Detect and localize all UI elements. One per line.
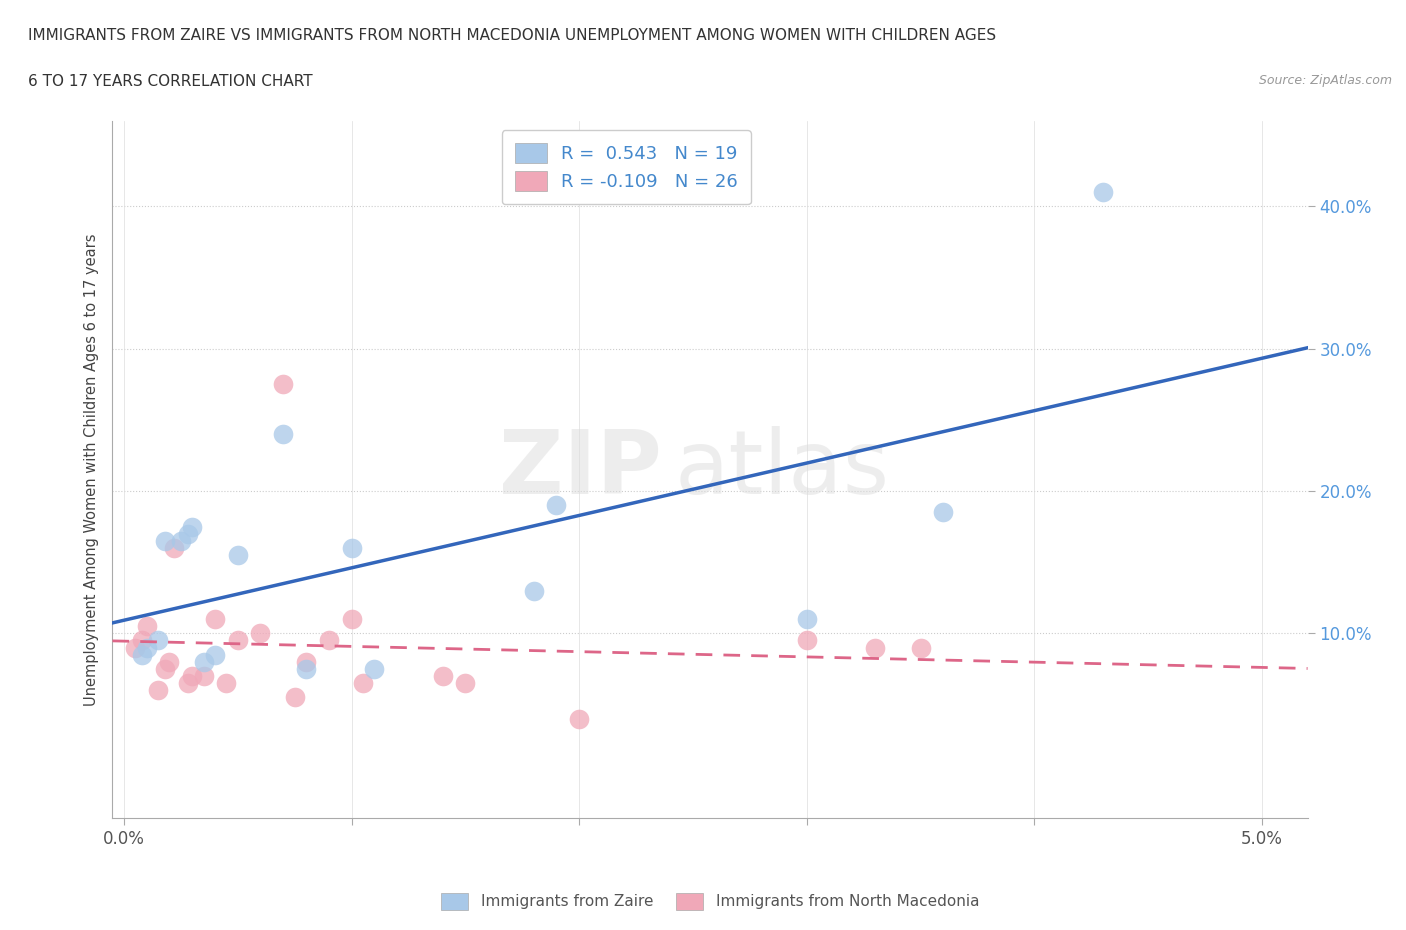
Point xyxy=(176,676,198,691)
Point xyxy=(135,640,157,655)
Point xyxy=(153,534,176,549)
Point xyxy=(295,661,318,676)
Point xyxy=(226,548,249,563)
Y-axis label: Unemployment Among Women with Children Ages 6 to 17 years: Unemployment Among Women with Children A… xyxy=(83,233,98,706)
Point xyxy=(146,683,169,698)
Point xyxy=(271,427,294,442)
Point xyxy=(454,676,477,691)
Point xyxy=(318,633,340,648)
Point xyxy=(363,661,385,676)
Point xyxy=(204,612,226,627)
Point xyxy=(523,583,546,598)
Point xyxy=(170,534,193,549)
Text: ZIP: ZIP xyxy=(499,426,662,513)
Legend: Immigrants from Zaire, Immigrants from North Macedonia: Immigrants from Zaire, Immigrants from N… xyxy=(430,882,990,921)
Point xyxy=(215,676,238,691)
Point xyxy=(249,626,271,641)
Point xyxy=(910,640,932,655)
Text: IMMIGRANTS FROM ZAIRE VS IMMIGRANTS FROM NORTH MACEDONIA UNEMPLOYMENT AMONG WOME: IMMIGRANTS FROM ZAIRE VS IMMIGRANTS FROM… xyxy=(28,28,997,43)
Text: Source: ZipAtlas.com: Source: ZipAtlas.com xyxy=(1258,74,1392,87)
Point xyxy=(153,661,176,676)
Point xyxy=(284,690,307,705)
Point xyxy=(352,676,374,691)
Point xyxy=(863,640,886,655)
Point xyxy=(295,655,318,670)
Point xyxy=(163,540,186,555)
Point xyxy=(796,633,818,648)
Point xyxy=(157,655,180,670)
Point xyxy=(193,655,215,670)
Point xyxy=(546,498,568,512)
Point xyxy=(181,519,204,534)
Point xyxy=(568,711,591,726)
Point xyxy=(131,633,153,648)
Point xyxy=(432,669,454,684)
Text: 6 TO 17 YEARS CORRELATION CHART: 6 TO 17 YEARS CORRELATION CHART xyxy=(28,74,312,89)
Point xyxy=(340,612,363,627)
Point xyxy=(135,618,157,633)
Point xyxy=(796,612,818,627)
Point xyxy=(176,526,198,541)
Point xyxy=(340,540,363,555)
Point xyxy=(131,647,153,662)
Text: atlas: atlas xyxy=(675,426,890,513)
Point xyxy=(1091,185,1114,200)
Point xyxy=(204,647,226,662)
Point xyxy=(181,669,204,684)
Point xyxy=(226,633,249,648)
Point xyxy=(124,640,146,655)
Point xyxy=(193,669,215,684)
Point xyxy=(932,505,955,520)
Point xyxy=(146,633,169,648)
Point xyxy=(271,377,294,392)
